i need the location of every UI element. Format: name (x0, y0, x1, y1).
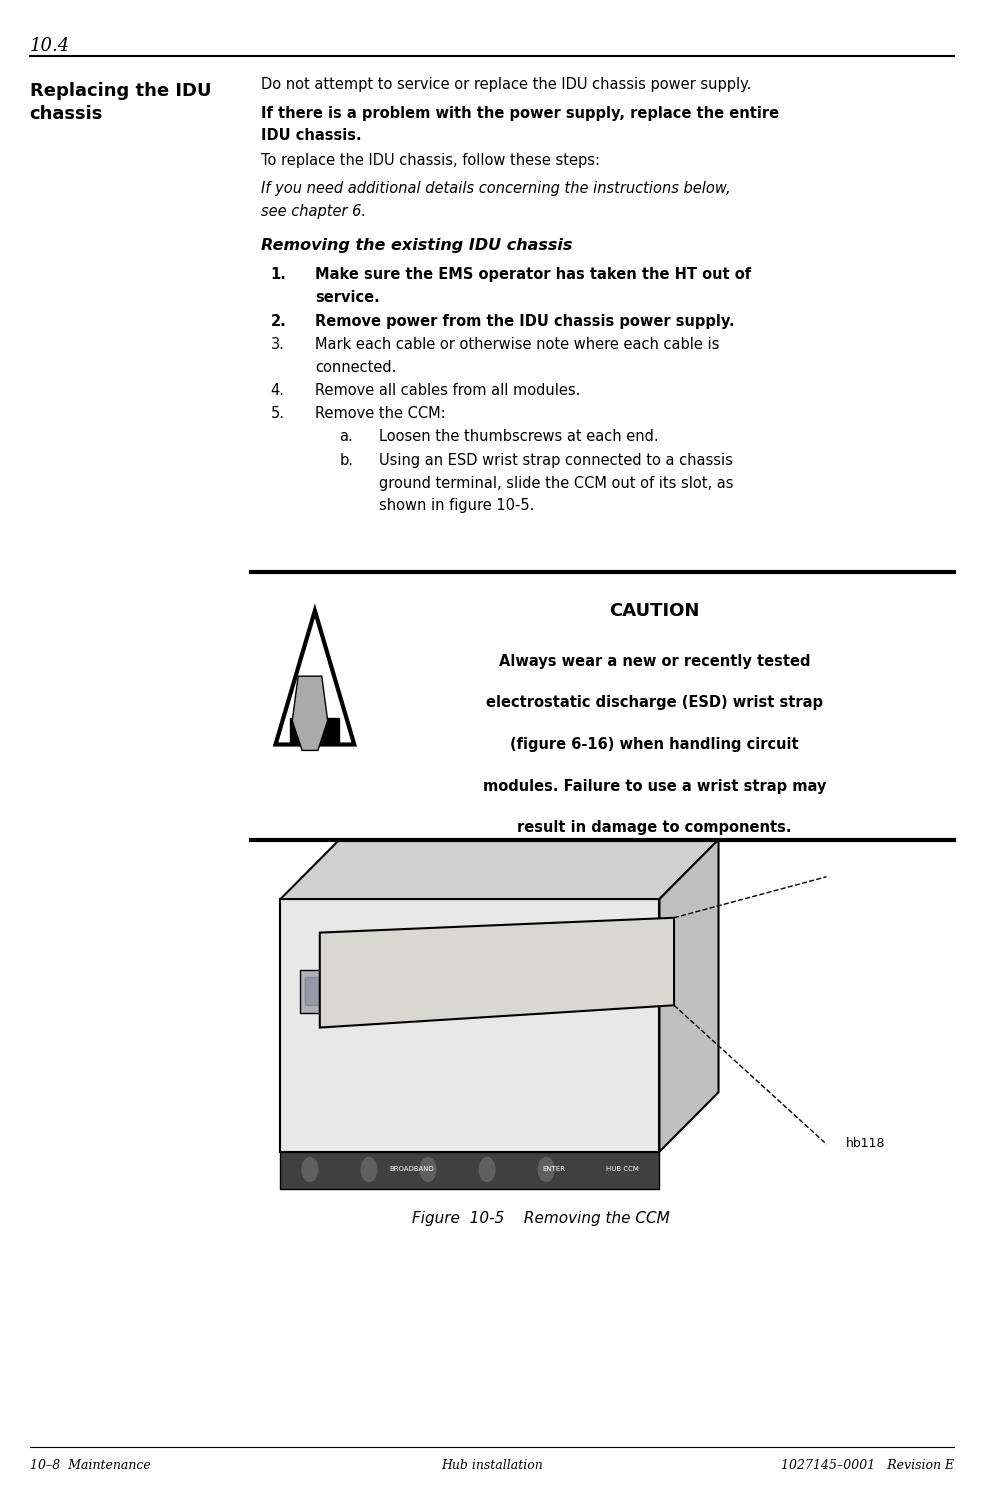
Text: Mark each cable or otherwise note where each cable is: Mark each cable or otherwise note where … (315, 337, 719, 352)
Text: If there is a problem with the power supply, replace the entire: If there is a problem with the power sup… (261, 106, 779, 120)
Text: 3.: 3. (271, 337, 284, 352)
Text: Remove all cables from all modules.: Remove all cables from all modules. (315, 383, 581, 398)
Text: ground terminal, slide the CCM out of its slot, as: ground terminal, slide the CCM out of it… (379, 476, 733, 490)
Text: BROADBAND: BROADBAND (390, 1167, 434, 1172)
Polygon shape (320, 918, 674, 1028)
Text: 2.: 2. (271, 314, 286, 328)
Text: see chapter 6.: see chapter 6. (261, 204, 366, 218)
Text: 5.: 5. (271, 406, 284, 421)
Text: hb118: hb118 (846, 1137, 886, 1150)
Text: Hub installation: Hub installation (441, 1459, 543, 1473)
Text: shown in figure 10-5.: shown in figure 10-5. (379, 498, 534, 513)
Text: Remove the CCM:: Remove the CCM: (315, 406, 446, 421)
Text: 10.4: 10.4 (30, 37, 70, 55)
Polygon shape (292, 676, 328, 750)
Text: To replace the IDU chassis, follow these steps:: To replace the IDU chassis, follow these… (261, 153, 600, 168)
Text: modules. Failure to use a wrist strap may: modules. Failure to use a wrist strap ma… (483, 779, 826, 794)
FancyBboxPatch shape (305, 978, 539, 1005)
Text: b.: b. (339, 453, 353, 468)
Text: Do not attempt to service or replace the IDU chassis power supply.: Do not attempt to service or replace the… (261, 77, 751, 92)
Text: Always wear a new or recently tested: Always wear a new or recently tested (499, 654, 810, 669)
Circle shape (361, 1158, 377, 1181)
Polygon shape (280, 840, 718, 899)
Text: connected.: connected. (315, 360, 397, 374)
Text: Remove power from the IDU chassis power supply.: Remove power from the IDU chassis power … (315, 314, 734, 328)
Text: (figure 6-16) when handling circuit: (figure 6-16) when handling circuit (510, 737, 799, 752)
Text: Replacing the IDU
chassis: Replacing the IDU chassis (30, 82, 211, 123)
Text: 4.: 4. (271, 383, 284, 398)
Text: CAUTION: CAUTION (609, 602, 700, 620)
Circle shape (538, 1158, 554, 1181)
FancyBboxPatch shape (280, 899, 659, 1152)
Circle shape (479, 1158, 495, 1181)
Circle shape (420, 1158, 436, 1181)
Text: IDU chassis.: IDU chassis. (261, 128, 361, 143)
Text: 1027145–0001   Revision E: 1027145–0001 Revision E (781, 1459, 954, 1473)
FancyBboxPatch shape (300, 970, 543, 1013)
Text: 10–8  Maintenance: 10–8 Maintenance (30, 1459, 151, 1473)
Text: service.: service. (315, 290, 380, 305)
Text: electrostatic discharge (ESD) wrist strap: electrostatic discharge (ESD) wrist stra… (486, 695, 823, 710)
Text: ENTER: ENTER (543, 1167, 566, 1172)
Text: Using an ESD wrist strap connected to a chassis: Using an ESD wrist strap connected to a … (379, 453, 733, 468)
Polygon shape (659, 840, 718, 1152)
Text: Figure  10-5    Removing the CCM: Figure 10-5 Removing the CCM (412, 1211, 670, 1226)
Polygon shape (290, 718, 339, 744)
Text: Removing the existing IDU chassis: Removing the existing IDU chassis (261, 238, 572, 253)
Text: result in damage to components.: result in damage to components. (518, 820, 791, 835)
Text: Make sure the EMS operator has taken the HT out of: Make sure the EMS operator has taken the… (315, 267, 751, 282)
Text: a.: a. (339, 429, 353, 444)
Text: HUB CCM: HUB CCM (606, 1167, 639, 1172)
Text: If you need additional details concerning the instructions below,: If you need additional details concernin… (261, 181, 730, 196)
Text: Loosen the thumbscrews at each end.: Loosen the thumbscrews at each end. (379, 429, 658, 444)
Text: 1.: 1. (271, 267, 286, 282)
Circle shape (302, 1158, 318, 1181)
FancyBboxPatch shape (280, 1152, 659, 1189)
